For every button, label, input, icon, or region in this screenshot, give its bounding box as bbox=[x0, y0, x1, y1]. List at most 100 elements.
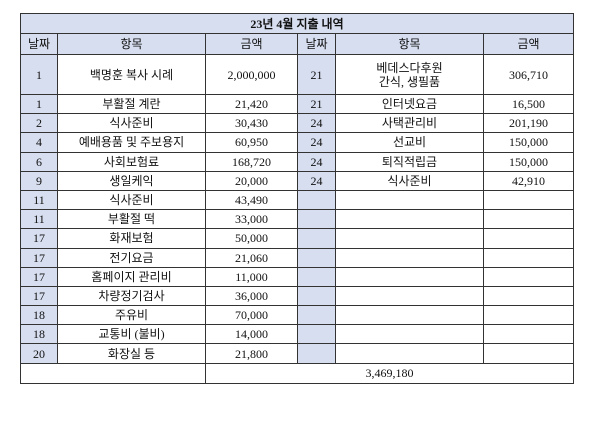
date-cell: 17 bbox=[20, 228, 58, 249]
empty-cell bbox=[482, 247, 575, 268]
item-cell: 생일케익 bbox=[57, 170, 206, 191]
date-cell: 18 bbox=[20, 324, 58, 345]
date-cell: 1 bbox=[20, 54, 58, 95]
data-row: 1 부활절 계란 21,420 21 인터넷요금 16,500 bbox=[20, 93, 575, 115]
total-row: 3,469,180 bbox=[20, 362, 575, 384]
amount-cell: 42,910 bbox=[482, 170, 575, 191]
item-cell: 식사준비 bbox=[57, 189, 206, 211]
date-cell: 21 bbox=[297, 93, 336, 115]
item-cell: 사택관리비 bbox=[335, 113, 484, 134]
item-cell: 식사준비 bbox=[57, 113, 206, 134]
amount-cell: 43,490 bbox=[205, 189, 298, 211]
item-cell: 식사준비 bbox=[335, 170, 484, 191]
item-cell: 부활절 떡 bbox=[57, 209, 206, 230]
date-cell: 21 bbox=[297, 54, 336, 95]
item-cell: 예배용품 및 주보용지 bbox=[57, 132, 206, 153]
empty-cell bbox=[335, 228, 484, 249]
date-cell: 4 bbox=[20, 132, 58, 153]
table-body: 23년 4월 지출 내역 날짜 항목 금액 날짜 항목 금액 1 백명훈 복사 시례 2,000… bbox=[19, 13, 575, 384]
empty-cell bbox=[335, 247, 484, 268]
empty-cell bbox=[482, 305, 575, 326]
data-row: 18 주유비 70,000 bbox=[20, 305, 575, 326]
date-cell: 24 bbox=[297, 151, 336, 172]
data-row: 20 화장실 등 21,800 bbox=[20, 343, 575, 364]
empty-cell bbox=[335, 305, 484, 326]
data-row: 1 백명훈 복사 시례 2,000,000 21 베데스다후원 간식, 생필품 306,71… bbox=[20, 54, 575, 95]
amount-cell: 21,060 bbox=[205, 247, 298, 268]
empty-cell bbox=[297, 209, 336, 230]
header-cell: 항목 bbox=[335, 33, 484, 55]
item-cell: 선교비 bbox=[335, 132, 484, 153]
item-cell: 홈페이지 관리비 bbox=[57, 266, 206, 287]
item-cell: 화장실 등 bbox=[57, 343, 206, 364]
title-row: 23년 4월 지출 내역 bbox=[19, 13, 575, 34]
empty-cell bbox=[335, 189, 484, 211]
data-row: 17 전기요금 21,060 bbox=[20, 247, 575, 268]
amount-cell: 70,000 bbox=[205, 305, 298, 326]
data-row: 17 화재보험 50,000 bbox=[20, 228, 575, 249]
amount-cell: 36,000 bbox=[205, 285, 298, 307]
empty-cell bbox=[297, 324, 336, 345]
empty-cell bbox=[297, 189, 336, 211]
item-cell: 퇴직적립금 bbox=[335, 151, 484, 172]
header-cell: 금액 bbox=[482, 33, 575, 55]
amount-cell: 11,000 bbox=[205, 266, 298, 287]
item-cell: 교통비 (불비) bbox=[57, 324, 206, 345]
empty-cell bbox=[335, 343, 484, 364]
header-cell: 날짜 bbox=[297, 33, 336, 55]
data-row: 11 식사준비 43,490 bbox=[20, 189, 575, 211]
amount-cell: 21,420 bbox=[205, 93, 298, 115]
total-cell: 3,469,180 bbox=[204, 362, 575, 384]
date-cell: 6 bbox=[20, 151, 58, 172]
date-cell: 24 bbox=[297, 113, 336, 134]
amount-cell: 20,000 bbox=[205, 170, 298, 191]
amount-cell: 306,710 bbox=[482, 54, 575, 95]
date-cell: 20 bbox=[20, 343, 58, 364]
amount-cell: 33,000 bbox=[205, 209, 298, 230]
amount-cell: 201,190 bbox=[482, 113, 575, 134]
data-row: 2 식사준비 30,430 24 사택관리비 201,190 bbox=[20, 113, 575, 134]
empty-cell bbox=[297, 343, 336, 364]
date-cell: 17 bbox=[20, 247, 58, 268]
data-row: 17 차량정기검사 36,000 bbox=[20, 285, 575, 307]
empty-cell bbox=[335, 324, 484, 345]
amount-cell: 150,000 bbox=[482, 151, 575, 172]
empty-cell bbox=[482, 209, 575, 230]
empty-cell bbox=[297, 228, 336, 249]
amount-cell: 60,950 bbox=[205, 132, 298, 153]
data-row: 11 부활절 떡 33,000 bbox=[20, 209, 575, 230]
empty-cell bbox=[297, 285, 336, 307]
empty-cell bbox=[482, 266, 575, 287]
date-cell: 18 bbox=[20, 305, 58, 326]
data-row: 18 교통비 (불비) 14,000 bbox=[20, 324, 575, 345]
empty-cell bbox=[482, 228, 575, 249]
item-cell: 주유비 bbox=[57, 305, 206, 326]
empty-cell bbox=[20, 362, 206, 384]
data-row: 6 사회보험료 168,720 24 퇴직적립금 150,000 bbox=[20, 151, 575, 172]
item-cell: 베데스다후원 간식, 생필품 bbox=[335, 54, 484, 95]
empty-cell bbox=[297, 247, 336, 268]
amount-cell: 168,720 bbox=[205, 151, 298, 172]
empty-cell bbox=[482, 343, 575, 364]
date-cell: 24 bbox=[297, 132, 336, 153]
expense-table: 23년 4월 지출 내역 날짜 항목 금액 날짜 항목 금액 1 백명훈 복사 시례 2,000… bbox=[19, 13, 575, 384]
item-cell: 차량정기검사 bbox=[57, 285, 206, 307]
date-cell: 17 bbox=[20, 266, 58, 287]
empty-cell bbox=[335, 209, 484, 230]
item-cell: 화재보험 bbox=[57, 228, 206, 249]
amount-cell: 50,000 bbox=[205, 228, 298, 249]
amount-cell: 21,800 bbox=[205, 343, 298, 364]
header-cell: 금액 bbox=[205, 33, 298, 55]
empty-cell bbox=[335, 266, 484, 287]
amount-cell: 14,000 bbox=[205, 324, 298, 345]
empty-cell bbox=[297, 266, 336, 287]
item-cell: 부활절 계란 bbox=[57, 93, 206, 115]
header-cell: 항목 bbox=[57, 33, 206, 55]
date-cell: 2 bbox=[20, 113, 58, 134]
cell-line: 베데스다후원 bbox=[376, 60, 443, 75]
amount-cell: 16,500 bbox=[482, 93, 575, 115]
table-title: 23년 4월 지출 내역 bbox=[19, 13, 575, 34]
date-cell: 1 bbox=[20, 93, 58, 115]
date-cell: 11 bbox=[20, 209, 58, 230]
